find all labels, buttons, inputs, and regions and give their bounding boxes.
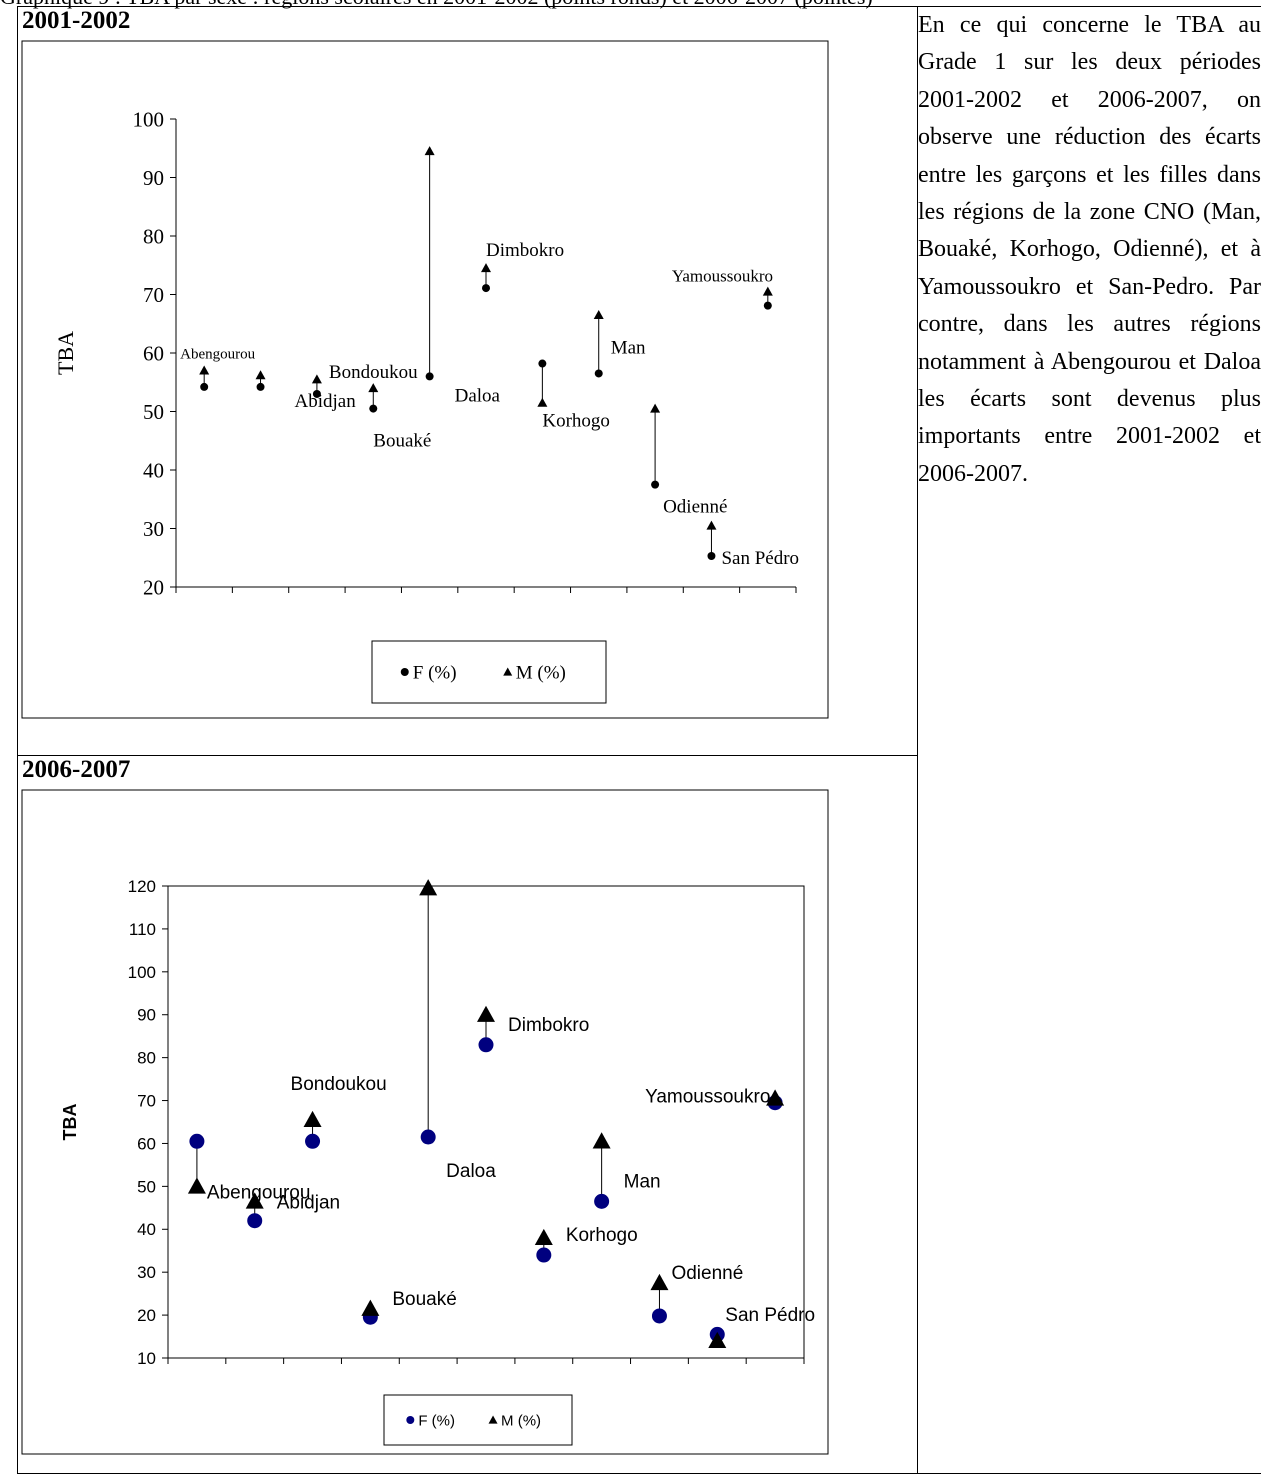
region-label: Odienné — [663, 497, 727, 518]
panel-title-2001: 2001-2002 — [18, 7, 917, 35]
y-tick-label: 30 — [137, 1263, 156, 1282]
region-label: Bouaké — [373, 431, 431, 452]
region-label: Korhogo — [566, 1225, 638, 1246]
y-tick-label: 90 — [143, 166, 164, 190]
region-label: Dimbokro — [486, 240, 564, 261]
f-point — [538, 360, 546, 368]
region-label: San Pédro — [721, 548, 799, 569]
y-tick-label: 60 — [143, 341, 164, 365]
legend-f-marker — [401, 668, 409, 676]
f-point — [200, 383, 208, 391]
y-tick-label: 40 — [143, 458, 164, 482]
y-tick-label: 60 — [137, 1134, 156, 1153]
region-label: Daloa — [455, 385, 501, 406]
f-point — [764, 302, 772, 310]
f-point — [651, 481, 659, 489]
f-point — [305, 1134, 320, 1149]
f-point — [247, 1213, 262, 1228]
region-label: Dimbokro — [508, 1015, 589, 1036]
y-tick-label: 100 — [133, 107, 165, 131]
chart-2001-2002: 20 30 40 50 60 70 80 90 100 TBA Abengourou Abidjan B… — [18, 35, 916, 750]
region-label: Abengourou — [180, 347, 255, 363]
y-tick-label: 70 — [137, 1091, 156, 1110]
y-tick-label: 80 — [137, 1049, 156, 1068]
y-tick-label: 30 — [143, 517, 164, 541]
f-point — [652, 1308, 667, 1323]
region-label: Bondoukou — [329, 362, 418, 383]
y-tick-label: 120 — [128, 877, 156, 896]
y-tick-label: 70 — [143, 283, 164, 307]
region-label: Odienné — [671, 1263, 743, 1284]
chart-cell-2006: 2006-2007 10 20 30 40 50 60 70 80 90 100 110 120 TBA… — [18, 756, 918, 1474]
y-tick-label: 80 — [143, 224, 164, 248]
y-tick-label: 50 — [137, 1177, 156, 1196]
legend-f-label: F (%) — [413, 663, 457, 684]
y-tick-label: 10 — [137, 1349, 156, 1368]
y-tick-label: 110 — [129, 920, 156, 939]
f-point — [594, 1194, 609, 1209]
f-point — [707, 552, 715, 560]
region-label: Abidjan — [277, 1193, 340, 1214]
f-point — [536, 1248, 551, 1263]
region-label: Yamoussoukro — [645, 1087, 770, 1108]
y-tick-label: 20 — [137, 1306, 156, 1325]
chart-cell-2001: 2001-2002 20 30 40 50 60 70 80 90 100 TBA Abengour… — [18, 7, 918, 756]
commentary-cell: En ce qui concerne le TBA au Grade 1 sur… — [918, 7, 1261, 1474]
panel-title-2006: 2006-2007 — [18, 756, 917, 784]
f-point — [421, 1130, 436, 1145]
layout-table: 2001-2002 20 30 40 50 60 70 80 90 100 TBA Abengour… — [17, 6, 1261, 1474]
y-axis-label: TBA — [53, 331, 78, 375]
region-label: Bondoukou — [291, 1074, 387, 1095]
f-point — [426, 372, 434, 380]
legend-f-marker — [406, 1416, 414, 1424]
y-tick-label: 100 — [128, 963, 156, 982]
y-tick-label: 90 — [137, 1006, 156, 1025]
chart-area-border — [22, 41, 828, 718]
legend-m-label: M (%) — [516, 663, 566, 684]
region-label: Abidjan — [295, 391, 357, 412]
region-label: Daloa — [446, 1161, 496, 1182]
region-label: San Pédro — [725, 1305, 815, 1326]
region-label: Yamoussoukro — [672, 267, 773, 286]
f-point — [189, 1134, 204, 1149]
f-point — [479, 1037, 494, 1052]
y-axis-label: TBA — [60, 1104, 80, 1141]
f-point — [595, 369, 603, 377]
chart-2006-2007: 102030405060708090100110120TBAAbengourou… — [18, 784, 916, 1468]
legend-f-label: F (%) — [418, 1412, 455, 1429]
y-tick-label: 40 — [137, 1220, 156, 1239]
commentary-paragraph: En ce qui concerne le TBA au Grade 1 sur… — [918, 7, 1261, 493]
y-tick-label: 50 — [143, 400, 164, 424]
legend-m-label: M (%) — [501, 1412, 541, 1429]
region-label: Bouaké — [392, 1289, 456, 1310]
region-label: Man — [624, 1171, 661, 1192]
y-tick-label: 20 — [143, 575, 164, 599]
region-label: Man — [611, 337, 646, 358]
f-point — [482, 284, 490, 292]
f-point — [257, 383, 265, 391]
region-label: Korhogo — [542, 411, 610, 432]
f-point — [369, 405, 377, 413]
